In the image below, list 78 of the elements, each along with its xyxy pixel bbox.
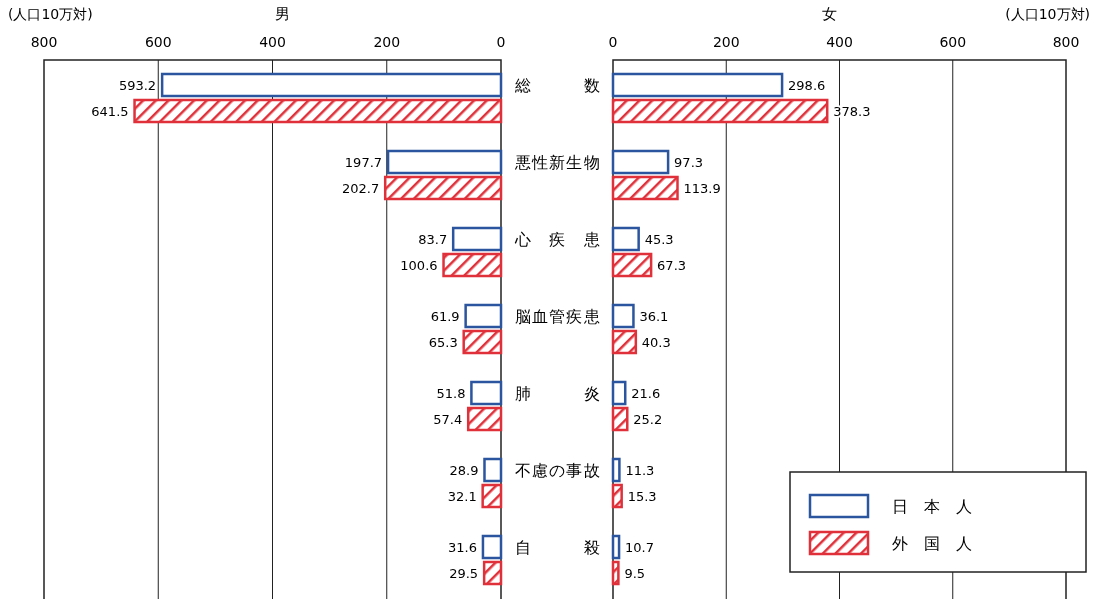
- data-label: 100.6: [400, 257, 438, 273]
- data-label: 197.7: [344, 154, 383, 170]
- x-tick-label: 0: [496, 34, 506, 50]
- x-axis-title: (人口10万対): [8, 6, 93, 22]
- bar: [611, 329, 638, 355]
- x-axis-title: (人口10万対): [1005, 6, 1090, 22]
- y-tick-label: 悪性新生物: [513, 152, 600, 172]
- legend-label: 日本人: [892, 496, 972, 516]
- data-label: 202.7: [341, 180, 380, 196]
- y-tick-label: 脳血管疾患: [514, 306, 600, 326]
- x-tick-label: 600: [144, 34, 172, 50]
- bar: [483, 457, 503, 483]
- data-label: 83.7: [418, 231, 448, 247]
- bar: [611, 98, 829, 124]
- y-tick-label: 総数: [513, 75, 600, 95]
- data-label: 298.6: [788, 77, 826, 93]
- y-tick-label: 心疾患: [513, 229, 600, 249]
- data-label: 36.1: [639, 308, 669, 324]
- bar: [442, 252, 503, 278]
- data-label: 21.6: [631, 385, 661, 401]
- x-tick-label: 200: [712, 34, 740, 50]
- bar: [481, 483, 503, 509]
- data-label: 65.3: [428, 334, 458, 350]
- data-label: 40.3: [641, 334, 671, 350]
- bar: [464, 303, 503, 329]
- bar: [133, 98, 503, 124]
- data-label: 641.5: [91, 103, 129, 119]
- legend-label: 外国人: [892, 533, 972, 553]
- data-label: 11.3: [625, 462, 655, 478]
- chart-title: 女: [822, 5, 837, 23]
- bar: [611, 149, 670, 175]
- data-label: 593.2: [118, 77, 157, 93]
- bar: [611, 457, 621, 483]
- y-tick-label: 不慮の事故: [514, 460, 600, 480]
- data-label: 28.9: [449, 462, 479, 478]
- bar: [383, 175, 503, 201]
- data-label: 32.1: [447, 488, 477, 504]
- bar: [470, 380, 503, 406]
- bar: [611, 534, 621, 560]
- bar: [386, 149, 503, 175]
- data-label: 113.9: [683, 180, 721, 196]
- x-tick-label: 200: [373, 34, 401, 50]
- x-tick-label: 800: [1052, 34, 1080, 50]
- data-label: 57.4: [433, 411, 463, 427]
- data-label: 45.3: [644, 231, 674, 247]
- data-label: 97.3: [674, 154, 704, 170]
- y-tick-label: 肺炎: [514, 383, 600, 403]
- bar: [466, 406, 503, 432]
- bar: [611, 303, 635, 329]
- x-tick-label: 400: [259, 34, 286, 50]
- bar: [611, 406, 629, 432]
- bar: [611, 175, 679, 201]
- x-tick-label: 600: [939, 34, 967, 50]
- data-label: 29.5: [449, 565, 479, 581]
- bar: [451, 226, 503, 252]
- data-label: 15.3: [627, 488, 657, 504]
- bar: [160, 72, 503, 98]
- data-label: 61.9: [430, 308, 460, 324]
- data-label: 25.2: [633, 411, 663, 427]
- data-label: 9.5: [624, 565, 646, 581]
- bar: [482, 560, 503, 586]
- x-tick-label: 0: [608, 34, 618, 50]
- bar: [611, 226, 640, 252]
- x-tick-label: 800: [30, 34, 58, 50]
- y-tick-label: 自殺: [514, 537, 600, 557]
- bar: [481, 534, 503, 560]
- data-label: 51.8: [436, 385, 466, 401]
- bar: [611, 560, 620, 586]
- data-label: 10.7: [625, 539, 655, 555]
- bar: [462, 329, 503, 355]
- bar: [611, 252, 653, 278]
- bar: [611, 380, 627, 406]
- chart-title: 男: [275, 5, 290, 23]
- bar: [611, 72, 784, 98]
- data-label: 31.6: [448, 539, 477, 555]
- bar: [611, 483, 623, 509]
- x-tick-label: 400: [826, 34, 853, 50]
- data-label: 67.3: [657, 257, 687, 273]
